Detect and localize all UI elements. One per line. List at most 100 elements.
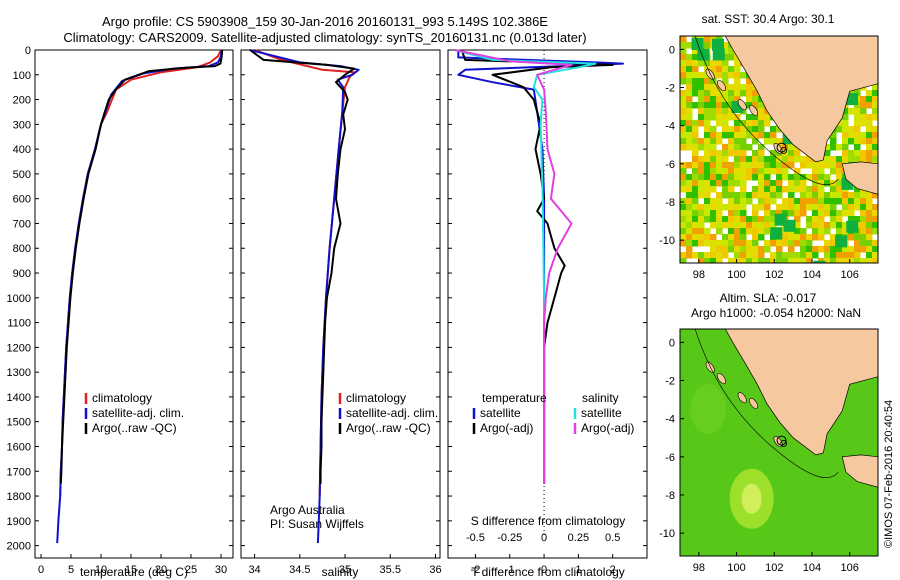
x-tick-label: 98 <box>693 269 705 281</box>
x-tick-label-T: -1 <box>505 564 515 576</box>
temperature-panel: 0100200300400500600700800900100011001200… <box>7 45 234 579</box>
argo-float-marker <box>776 435 787 446</box>
x-tick-label-S: 0.5 <box>605 532 620 544</box>
x-tick-label: 98 <box>693 562 705 574</box>
x-tick-label: 106 <box>841 269 859 281</box>
x-tick-label: 34 <box>248 564 260 576</box>
y-tick-label: -8 <box>665 490 675 502</box>
temperature-series-2 <box>59 49 224 484</box>
map-frame <box>679 35 879 264</box>
island <box>749 104 759 116</box>
island <box>737 99 747 111</box>
temperature-legend-1-label: satellite-adj. clim. <box>92 406 184 420</box>
y-tick-label: -4 <box>665 121 675 133</box>
salinity-legend-0-label: climatology <box>346 391 406 405</box>
y-tick-label: 400 <box>13 144 31 156</box>
x-tick-label: 104 <box>803 562 821 574</box>
sst-map-field <box>680 36 878 263</box>
x-tick-label-T: 2 <box>610 564 616 576</box>
x-tick-label: 36 <box>429 564 441 576</box>
temperature-legend-0-label: climatology <box>92 391 152 405</box>
sst-map-title: sat. SST: 30.4 Argo: 30.1 <box>702 12 835 26</box>
diff-legend-t-sat-label: satellite <box>480 406 521 420</box>
java-land <box>841 454 878 488</box>
y-tick-label: -10 <box>659 528 675 540</box>
diff-legend-t-argo-label: Argo(-adj) <box>480 421 533 435</box>
island <box>773 143 783 155</box>
sst-map-panel: sat. SST: 30.4 Argo: 30.1 98 100 102 104 106 0… <box>659 12 879 281</box>
x-tick-label: 35 <box>339 564 351 576</box>
y-tick-label: 1600 <box>7 441 31 453</box>
y-tick-label: -2 <box>665 83 675 95</box>
x-tick-label: 104 <box>803 269 821 281</box>
temperature-axis-label: temperature (deg C) <box>80 565 188 579</box>
argo-float-marker <box>780 147 788 154</box>
difference-series-3 <box>454 49 573 484</box>
x-tick-label: 25 <box>185 564 197 576</box>
y-tick-label: 800 <box>13 243 31 255</box>
depth-contour <box>694 36 839 185</box>
island <box>737 392 747 404</box>
x-tick-label-S: 0.25 <box>568 532 589 544</box>
sla-map-title-1: Altim. SLA: -0.017 <box>720 291 817 305</box>
island <box>716 373 727 385</box>
x-tick-label-S: 0 <box>541 532 547 544</box>
y-tick-label: 300 <box>13 119 31 131</box>
difference-panel: -2 -1 0 1 2 -0.5 -0.25 0 0.25 0.5 T difference fro… <box>447 49 648 579</box>
y-tick-label: 1300 <box>7 367 31 379</box>
imos-watermark: ©IMOS 07-Feb-2016 20:40:54 <box>883 400 895 548</box>
x-tick-label: 30 <box>215 564 227 576</box>
sumatra-land <box>724 36 878 163</box>
argo-float-marker <box>780 440 788 447</box>
island <box>773 436 783 448</box>
institution-credit: Argo Australia <box>270 503 345 517</box>
y-tick-label: -6 <box>665 452 675 464</box>
y-tick-label: -2 <box>665 376 675 388</box>
pi-credit: PI: Susan Wijffels <box>270 517 364 531</box>
diff-legend-s-argo-label: Argo(-adj) <box>581 421 634 435</box>
x-tick-label-T: 0 <box>541 564 547 576</box>
y-tick-label: 200 <box>13 95 31 107</box>
y-tick-label: 0 <box>669 44 675 56</box>
x-tick-label-T: 1 <box>575 564 581 576</box>
argo-float-marker <box>776 142 787 153</box>
island <box>749 397 759 409</box>
y-tick-label: 0 <box>669 337 675 349</box>
y-tick-label: -8 <box>665 197 675 209</box>
y-tick-label: -6 <box>665 159 675 171</box>
sla-map-field <box>680 329 878 556</box>
y-tick-label: 1100 <box>7 318 31 330</box>
x-tick-label-T: -2 <box>471 564 481 576</box>
salinity-series-2 <box>249 49 356 484</box>
y-tick-label: 900 <box>13 268 31 280</box>
x-tick-label: 15 <box>125 564 137 576</box>
sla-map-title-2: Argo h1000: -0.054 h2000: NaN <box>691 306 861 320</box>
S-difference-axis-label: S difference from climatology <box>471 514 626 528</box>
y-tick-label: 600 <box>13 194 31 206</box>
x-tick-label-S: -0.25 <box>497 532 522 544</box>
y-tick-label: 1700 <box>7 466 31 478</box>
salinity-panel: 34 34.5 35 35.5 36 salinity climatologysatelli… <box>240 49 442 579</box>
y-tick-label: 500 <box>13 169 31 181</box>
diff-legend-s-sat-label: satellite <box>581 406 622 420</box>
y-tick-label: 100 <box>13 70 31 82</box>
y-tick-label: 1200 <box>7 342 31 354</box>
x-tick-label: 10 <box>95 564 107 576</box>
salinity-legend-1-label: satellite-adj. clim. <box>346 406 438 420</box>
x-tick-label-S: -0.5 <box>466 532 485 544</box>
salinity-axis-label: salinity <box>322 565 359 579</box>
y-tick-label: 2000 <box>7 541 31 553</box>
legend-header-salinity: salinity <box>582 391 619 405</box>
x-tick-label: 35.5 <box>380 564 401 576</box>
x-tick-label: 100 <box>727 269 745 281</box>
x-tick-label: 34.5 <box>289 564 310 576</box>
x-tick-label: 106 <box>841 562 859 574</box>
y-tick-label: 1000 <box>7 293 31 305</box>
x-tick-label: 102 <box>765 269 783 281</box>
figure-title-line2: Climatology: CARS2009. Satellite-adjuste… <box>63 30 587 45</box>
y-tick-label: 1400 <box>7 392 31 404</box>
y-tick-label: 1500 <box>7 417 31 429</box>
figure-title-line1: Argo profile: CS 5903908_159 30-Jan-2016… <box>102 14 548 29</box>
